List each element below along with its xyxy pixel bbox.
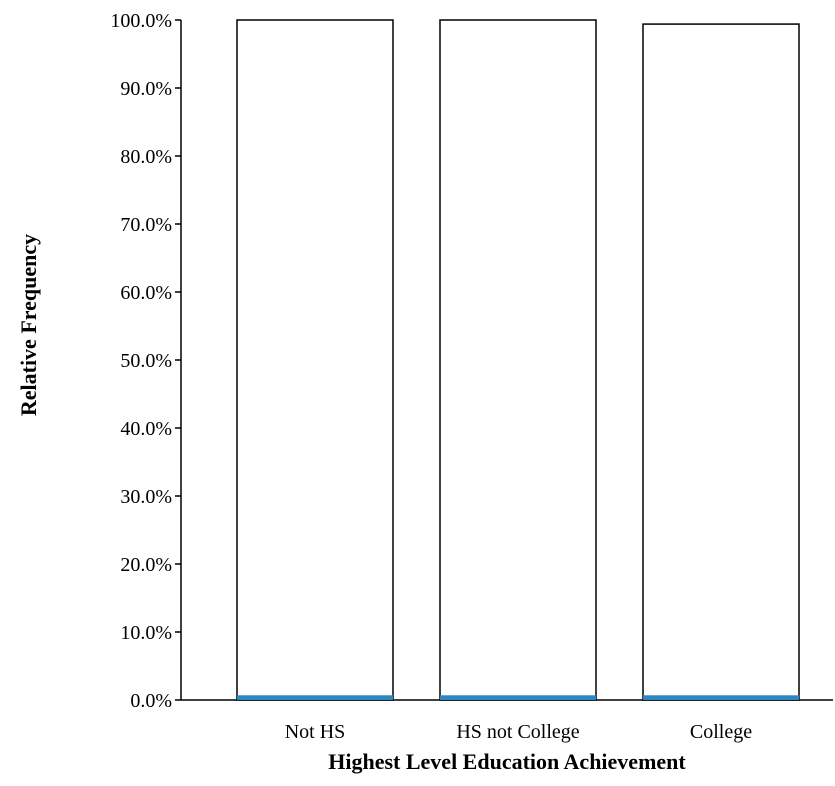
y-tick-label: 90.0% (120, 78, 172, 100)
y-tick-label: 0.0% (130, 690, 172, 712)
x-tick-label: College (690, 721, 752, 743)
x-tick-label: HS not College (456, 721, 579, 743)
y-tick-label: 40.0% (120, 418, 172, 440)
bar (439, 19, 597, 701)
y-tick-label: 100.0% (110, 10, 172, 32)
y-tick-label: 30.0% (120, 486, 172, 508)
bar-base-segment (643, 695, 799, 700)
y-tick-label: 80.0% (120, 146, 172, 168)
bar (236, 19, 394, 701)
x-tick-label: Not HS (285, 721, 346, 743)
bars (236, 19, 800, 701)
x-tick-labels: Not HS HS not College College (285, 721, 753, 743)
y-tick-label: 20.0% (120, 554, 172, 576)
y-axis: 0.0% 10.0% 20.0% 30.0% 40.0% 50.0% 60.0% 70.0% 8… (110, 10, 182, 712)
y-tick-label: 70.0% (120, 214, 172, 236)
y-axis-title: Relative Frequency (16, 234, 41, 416)
bar-base-segment (440, 695, 596, 700)
bar (642, 23, 800, 701)
x-axis-title: Highest Level Education Achievement (328, 749, 686, 774)
y-tick-label: 60.0% (120, 282, 172, 304)
y-tick-label: 10.0% (120, 622, 172, 644)
bar-base-segment (237, 695, 393, 700)
y-tick-label: 50.0% (120, 350, 172, 372)
